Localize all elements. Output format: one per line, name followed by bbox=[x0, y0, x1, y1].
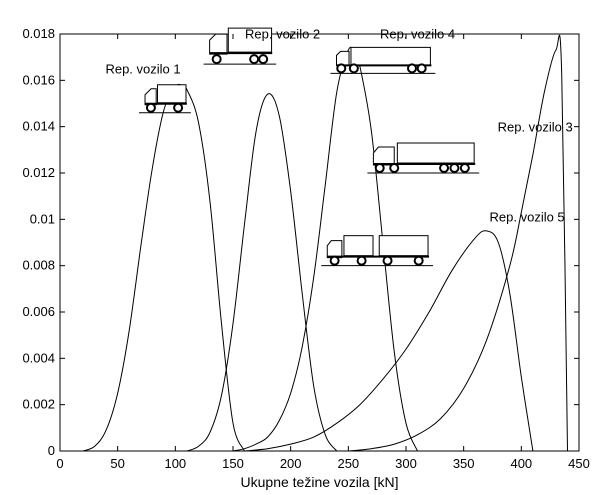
truck-2-axle-icon bbox=[139, 84, 191, 114]
x-tick-label: 350 bbox=[453, 456, 475, 471]
plot-frame bbox=[59, 33, 580, 452]
wheel bbox=[348, 63, 359, 74]
x-tick-label: 0 bbox=[56, 456, 63, 471]
y-tick-label: 0.004 bbox=[22, 350, 55, 365]
cab bbox=[335, 50, 350, 66]
series-line-1 bbox=[82, 83, 245, 452]
series-line-5 bbox=[348, 34, 568, 452]
tractor-semitrailer-icon bbox=[330, 46, 436, 74]
wheel bbox=[416, 63, 427, 74]
cab bbox=[144, 88, 157, 106]
x-tick-label: 150 bbox=[222, 456, 244, 471]
wheel bbox=[173, 102, 184, 113]
y-tick-label: 0.01 bbox=[30, 211, 55, 226]
annotation-vehicle-5: Rep. vozilo 5 bbox=[490, 210, 565, 225]
x-tick-label: 250 bbox=[337, 456, 359, 471]
annotation-vehicle-4: Rep. vozilo 3 bbox=[498, 119, 573, 134]
truck-3-axle-icon bbox=[203, 27, 277, 65]
wheel bbox=[449, 163, 460, 173]
x-tick-label: 400 bbox=[510, 456, 532, 471]
wheel bbox=[329, 255, 340, 266]
x-tick-label: 450 bbox=[568, 456, 590, 471]
wheel bbox=[249, 54, 260, 65]
x-axis-label: Ukupne težine vozila [kN] bbox=[241, 474, 399, 490]
series-line-2 bbox=[186, 93, 338, 452]
annotation-vehicle-3: Rep. vozilo 4 bbox=[380, 27, 455, 42]
trailer-box bbox=[378, 235, 429, 257]
x-tick-label: 100 bbox=[164, 456, 186, 471]
y-tick-label: 0.006 bbox=[22, 304, 55, 319]
wheel bbox=[413, 255, 424, 266]
cab bbox=[326, 240, 343, 259]
x-tick-label: 200 bbox=[280, 456, 302, 471]
series-line-3 bbox=[232, 46, 418, 452]
y-tick-label: 0.014 bbox=[22, 119, 55, 134]
annotation-vehicle-1: Rep. vozilo 1 bbox=[105, 61, 180, 76]
wheel bbox=[211, 54, 222, 65]
y-tick-label: 0.018 bbox=[22, 26, 55, 41]
x-tick-label: 50 bbox=[110, 456, 124, 471]
wheel bbox=[336, 63, 347, 74]
wheel bbox=[356, 255, 367, 266]
cab bbox=[209, 33, 228, 55]
trailer-box bbox=[350, 46, 431, 66]
trailer-box bbox=[396, 142, 475, 164]
y-tick-label: 0.012 bbox=[22, 165, 55, 180]
truck-trailer-long-icon bbox=[367, 142, 480, 174]
y-tick-label: 0.016 bbox=[22, 72, 55, 87]
wheel bbox=[374, 163, 385, 173]
wheel bbox=[439, 163, 450, 173]
wheel bbox=[258, 54, 269, 65]
cab bbox=[372, 146, 395, 166]
series-line-4 bbox=[244, 230, 534, 452]
wheel bbox=[406, 63, 417, 74]
y-tick-label: 0 bbox=[48, 443, 55, 458]
y-tick-label: 0.002 bbox=[22, 397, 55, 412]
wheel bbox=[145, 102, 156, 113]
truck-box bbox=[343, 235, 374, 257]
y-tick-label: 0.008 bbox=[22, 258, 55, 273]
wheel bbox=[382, 255, 393, 266]
wheel bbox=[389, 163, 400, 173]
cargo-box bbox=[157, 84, 187, 104]
annotation-vehicle-2: Rep. vozilo 2 bbox=[245, 27, 320, 42]
x-tick-label: 300 bbox=[395, 456, 417, 471]
wheel bbox=[459, 163, 470, 173]
truck-trailer-4axle-icon bbox=[321, 235, 434, 267]
